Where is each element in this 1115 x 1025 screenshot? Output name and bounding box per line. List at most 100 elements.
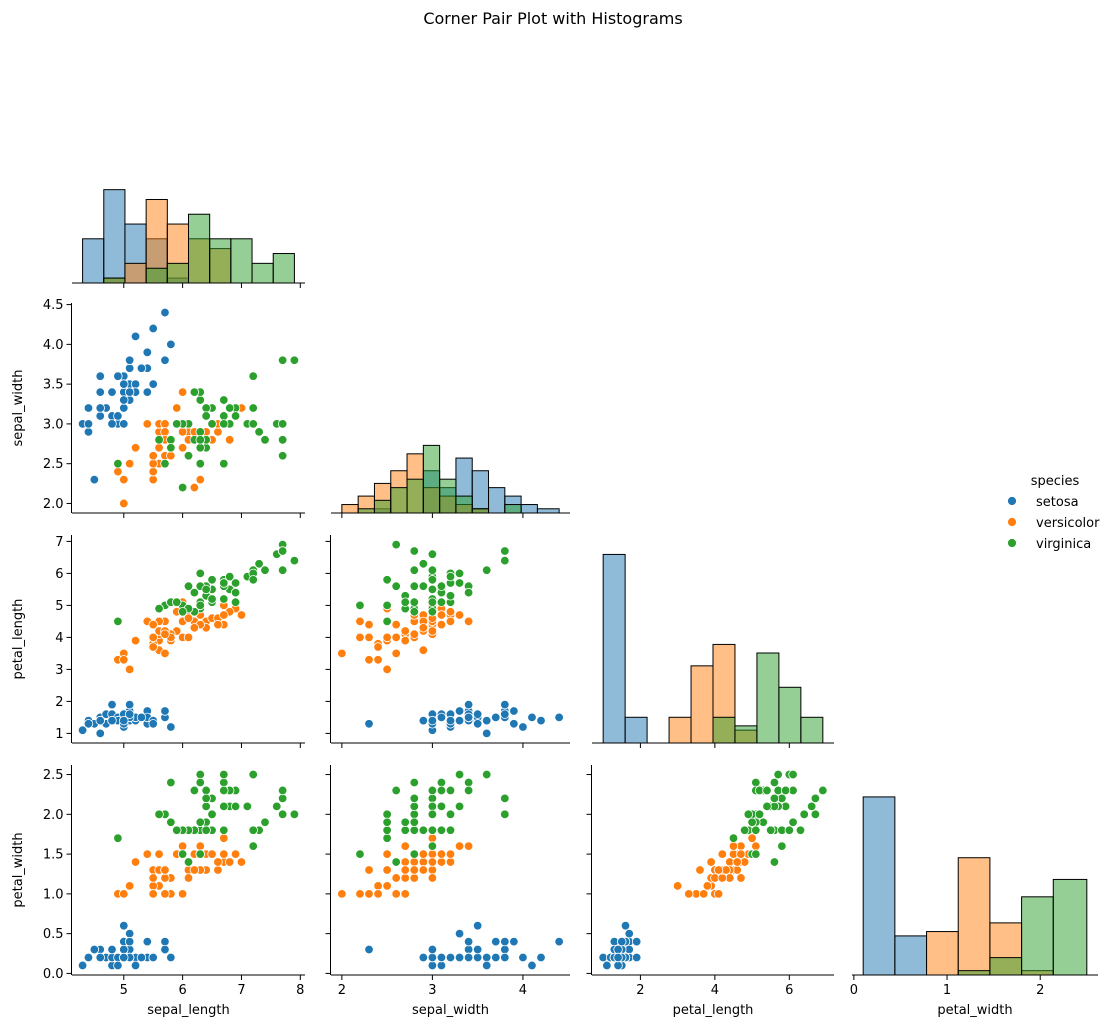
data-point-setosa <box>142 936 153 947</box>
data-point-virginica <box>728 833 739 843</box>
data-point-virginica <box>418 559 429 569</box>
data-point-virginica <box>248 825 258 835</box>
data-point-virginica <box>427 809 438 820</box>
data-point-setosa <box>482 952 492 963</box>
data-point-setosa <box>631 936 642 947</box>
data-point-setosa <box>527 960 537 971</box>
data-point-setosa <box>491 936 501 947</box>
histogram-bar-virginica <box>145 267 168 284</box>
data-point-versicolor <box>382 881 392 891</box>
data-point-setosa <box>454 952 465 963</box>
data-point-virginica <box>427 584 438 595</box>
data-point-setosa <box>119 379 129 389</box>
y-axis-label: petal_length <box>11 599 26 680</box>
data-point-setosa <box>89 474 100 485</box>
data-point-versicolor <box>382 664 392 675</box>
data-point-versicolor <box>418 857 429 867</box>
data-point-setosa <box>166 952 176 963</box>
data-point-virginica <box>427 793 438 804</box>
data-point-versicolor <box>364 632 374 643</box>
data-point-virginica <box>409 849 419 859</box>
histogram-bar-virginica <box>188 213 211 284</box>
data-point-versicolor <box>183 632 194 643</box>
data-point-versicolor <box>154 443 164 453</box>
data-point-versicolor <box>213 427 223 437</box>
data-point-virginica <box>427 825 438 835</box>
data-point-versicolor <box>189 865 200 875</box>
x-tick-label: 7 <box>237 983 245 998</box>
data-point-versicolor <box>148 889 158 899</box>
data-point-setosa <box>119 395 129 405</box>
data-point-setosa <box>107 387 117 397</box>
data-point-setosa <box>148 952 158 963</box>
data-point-versicolor <box>124 458 135 469</box>
data-point-virginica <box>500 546 510 556</box>
data-point-virginica <box>418 825 429 835</box>
x-tick-label: 2 <box>338 983 346 998</box>
data-point-versicolor <box>160 629 170 639</box>
data-point-virginica <box>248 575 258 585</box>
x-tick-label: 1 <box>943 983 951 998</box>
data-point-virginica <box>382 809 392 820</box>
legend: species setosa versicolor virginica <box>1007 474 1100 552</box>
data-point-setosa <box>482 728 492 739</box>
data-point-setosa <box>472 920 483 931</box>
x-tick-label: 2 <box>636 983 644 998</box>
data-point-versicolor <box>119 889 129 899</box>
data-point-virginica <box>436 801 447 812</box>
data-point-virginica <box>391 539 401 550</box>
pair-plot-grid: 2.0 2.5 3.0 3.5 4.0 4.5 sepal_width 1 2 3 4 5 6 7 peta… <box>11 189 1098 1018</box>
data-point-virginica <box>427 597 438 607</box>
histogram-bar-virginica <box>251 262 274 284</box>
histogram-bar-setosa <box>82 238 105 284</box>
data-point-versicolor <box>148 619 158 630</box>
data-point-versicolor <box>148 458 158 469</box>
panel-sepal_length-vs-sepal_length <box>72 189 305 288</box>
data-point-versicolor <box>454 841 465 851</box>
data-point-setosa <box>454 706 465 716</box>
data-point-virginica <box>500 793 510 804</box>
data-point-virginica <box>219 777 229 788</box>
data-point-versicolor <box>400 626 410 636</box>
data-point-setosa <box>482 715 492 726</box>
y-tick-label: 1.5 <box>43 848 64 863</box>
data-point-versicolor <box>400 865 410 875</box>
data-point-versicolor <box>684 889 694 899</box>
x-tick-label: 5 <box>120 983 128 998</box>
legend-title: species <box>1031 474 1080 489</box>
data-point-setosa <box>83 403 94 413</box>
data-point-virginica <box>166 435 176 445</box>
data-point-setosa <box>95 411 105 421</box>
data-point-virginica <box>224 403 235 413</box>
data-point-virginica <box>454 769 465 780</box>
data-point-setosa <box>500 944 510 955</box>
data-point-virginica <box>172 419 182 429</box>
data-point-virginica <box>409 546 419 556</box>
data-point-virginica <box>409 809 419 820</box>
data-point-virginica <box>751 825 761 835</box>
data-point-versicolor <box>154 849 164 859</box>
data-point-virginica <box>219 825 229 835</box>
data-point-virginica <box>166 817 176 827</box>
data-point-virginica <box>207 809 217 820</box>
x-tick-label: 6 <box>785 983 793 998</box>
histogram-bar-virginica <box>957 970 991 976</box>
data-point-virginica <box>739 825 750 835</box>
data-point-setosa <box>107 944 117 955</box>
data-point-virginica <box>201 403 211 413</box>
data-point-virginica <box>183 857 194 867</box>
data-point-virginica <box>201 411 211 421</box>
data-point-versicolor <box>130 857 141 867</box>
x-tick-label: 8 <box>296 983 304 998</box>
data-point-virginica <box>409 817 419 827</box>
histogram-bar-virginica <box>504 504 522 514</box>
data-point-virginica <box>418 581 429 591</box>
data-point-virginica <box>254 559 264 569</box>
data-point-virginica <box>248 419 258 429</box>
data-point-versicolor <box>436 849 447 859</box>
data-point-virginica <box>219 411 229 421</box>
y-tick-label: 4.0 <box>43 338 64 353</box>
data-point-virginica <box>427 801 438 812</box>
data-point-virginica <box>224 571 235 582</box>
data-point-virginica <box>747 817 757 827</box>
